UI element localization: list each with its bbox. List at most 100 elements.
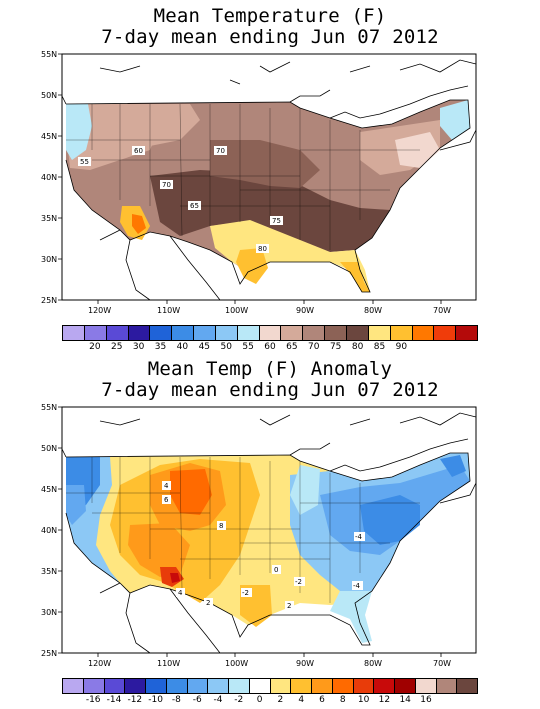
panel2-title-line1: Mean Temp (F) Anomaly — [147, 358, 393, 380]
lon-tick-label: 110W — [157, 659, 180, 668]
lon-tick-label: 70W — [433, 659, 451, 668]
lon-tick-label: 80W — [364, 659, 382, 668]
contour-label: 60 — [134, 147, 143, 155]
colorbar-swatch — [312, 679, 333, 693]
lat-tick-label: 35N — [41, 214, 57, 223]
colorbar-swatch — [237, 326, 260, 340]
colorbar-label: 45 — [198, 342, 211, 352]
colorbar-label: 65 — [286, 342, 298, 352]
colorbar-label: 2 — [277, 695, 284, 705]
panel2-title-line2: 7-day mean ending Jun 07 2012 — [101, 379, 439, 401]
lon-tick-label: 80W — [364, 306, 382, 315]
colorbar-swatch — [412, 326, 435, 340]
colorbar-swatch — [187, 679, 209, 693]
lat-tick-label: 35N — [41, 567, 57, 576]
colorbar-label: 20 — [89, 342, 101, 352]
colorbar-swatch — [172, 326, 195, 340]
colorbar-swatch — [456, 326, 478, 340]
colorbar-swatch — [436, 679, 458, 693]
panel2-map: 4 6 8 2 4 0 -2 -4 -4 2 -2 55N 50N 45N 40… — [41, 403, 477, 668]
lon-tick-label: 100W — [225, 306, 248, 315]
panel1-boundaries — [61, 59, 477, 301]
colorbar-swatch — [215, 326, 238, 340]
lon-tick-label: 110W — [157, 306, 180, 315]
lon-tick-label: 120W — [88, 659, 111, 668]
colorbar-label: 4 — [298, 695, 305, 705]
lon-tick-label: 70W — [433, 306, 451, 315]
contour-label: 4 — [164, 482, 169, 490]
lat-tick-label: 25N — [41, 296, 57, 305]
colorbar-label: 10 — [357, 695, 370, 705]
panel1-title-line2: 7-day mean ending Jun 07 2012 — [101, 26, 439, 48]
colorbar-label: 80 — [351, 342, 364, 352]
colorbar-label: -8 — [171, 695, 181, 705]
colorbar-label: 85 — [373, 342, 386, 352]
lat-tick-label: 50N — [41, 91, 57, 100]
colorbar-swatch — [415, 679, 437, 693]
colorbar-label: 30 — [132, 342, 145, 352]
colorbar-label: -10 — [148, 695, 163, 705]
colorbar-swatch — [194, 326, 216, 340]
colorbar-swatch — [390, 326, 413, 340]
lon-tick-label: 90W — [296, 306, 314, 315]
colorbar-label: 16 — [420, 695, 432, 705]
colorbar-label: 90 — [395, 342, 408, 352]
colorbar-swatch — [128, 326, 151, 340]
colorbar-label: 12 — [378, 695, 391, 705]
colorbar-label: 60 — [264, 342, 276, 352]
panel1-lat-axis: 55N 50N 45N 40N 35N 30N 25N — [41, 50, 62, 305]
panel2-boundaries — [61, 412, 477, 654]
contour-label: 6 — [164, 496, 169, 504]
panel2-colorbar — [62, 678, 478, 694]
colorbar-label: -16 — [85, 695, 101, 705]
colorbar-swatch — [346, 326, 369, 340]
lon-tick-label: 90W — [296, 659, 314, 668]
colorbar-label: 75 — [329, 342, 342, 352]
lat-tick-label: 40N — [41, 173, 57, 182]
colorbar-label: 8 — [339, 695, 346, 705]
colorbar-label: -12 — [127, 695, 143, 705]
colorbar-swatch — [150, 326, 173, 340]
colorbar-swatch — [395, 679, 416, 693]
colorbar-swatch — [270, 679, 292, 693]
contour-label: 70 — [216, 147, 225, 155]
colorbar-swatch — [457, 679, 477, 693]
panel2-colorbar-labels: -16 -14 -12 -10 -8 -6 -4 -2 0 2 4 6 8 10 12 14 16 — [62, 695, 478, 707]
panel1-contour-labels: 55 60 70 70 65 75 80 — [78, 146, 283, 253]
contour-label: 75 — [272, 217, 281, 225]
colorbar-label: -2 — [234, 695, 244, 705]
colorbar-label: 35 — [154, 342, 167, 352]
contour-label: 4 — [178, 589, 183, 597]
contour-label: 0 — [274, 566, 278, 574]
colorbar-swatch — [374, 679, 395, 693]
contour-label: 80 — [258, 245, 267, 253]
panel1-title-line1: Mean Temperature (F) — [153, 5, 387, 27]
lon-tick-label: 120W — [88, 306, 111, 315]
lat-tick-label: 45N — [41, 485, 57, 494]
colorbar-swatch — [281, 326, 304, 340]
colorbar-swatch — [146, 679, 167, 693]
lat-tick-label: 55N — [41, 403, 57, 412]
lat-tick-label: 30N — [41, 608, 57, 617]
colorbar-swatch — [104, 679, 126, 693]
contour-label: 55 — [80, 158, 89, 166]
contour-label: -2 — [295, 578, 302, 586]
colorbar-swatch — [229, 679, 250, 693]
contour-label: 2 — [206, 599, 210, 607]
panel2-lat-axis: 55N 50N 45N 40N 35N 30N 25N — [41, 403, 62, 658]
lat-tick-label: 50N — [41, 444, 57, 453]
contour-label: 65 — [190, 202, 199, 210]
colorbar-swatch — [83, 679, 105, 693]
colorbar-label: -6 — [192, 695, 202, 705]
contour-label: 8 — [219, 522, 223, 530]
colorbar-label: 70 — [308, 342, 320, 352]
colorbar-label: 14 — [399, 695, 411, 705]
lat-tick-label: 55N — [41, 50, 57, 59]
colorbar-swatch — [63, 679, 84, 693]
colorbar-swatch — [125, 679, 146, 693]
lat-tick-label: 40N — [41, 526, 57, 535]
colorbar-swatch — [353, 679, 375, 693]
colorbar-label: 50 — [220, 342, 232, 352]
colorbar-swatch — [259, 326, 282, 340]
colorbar-swatch — [84, 326, 107, 340]
